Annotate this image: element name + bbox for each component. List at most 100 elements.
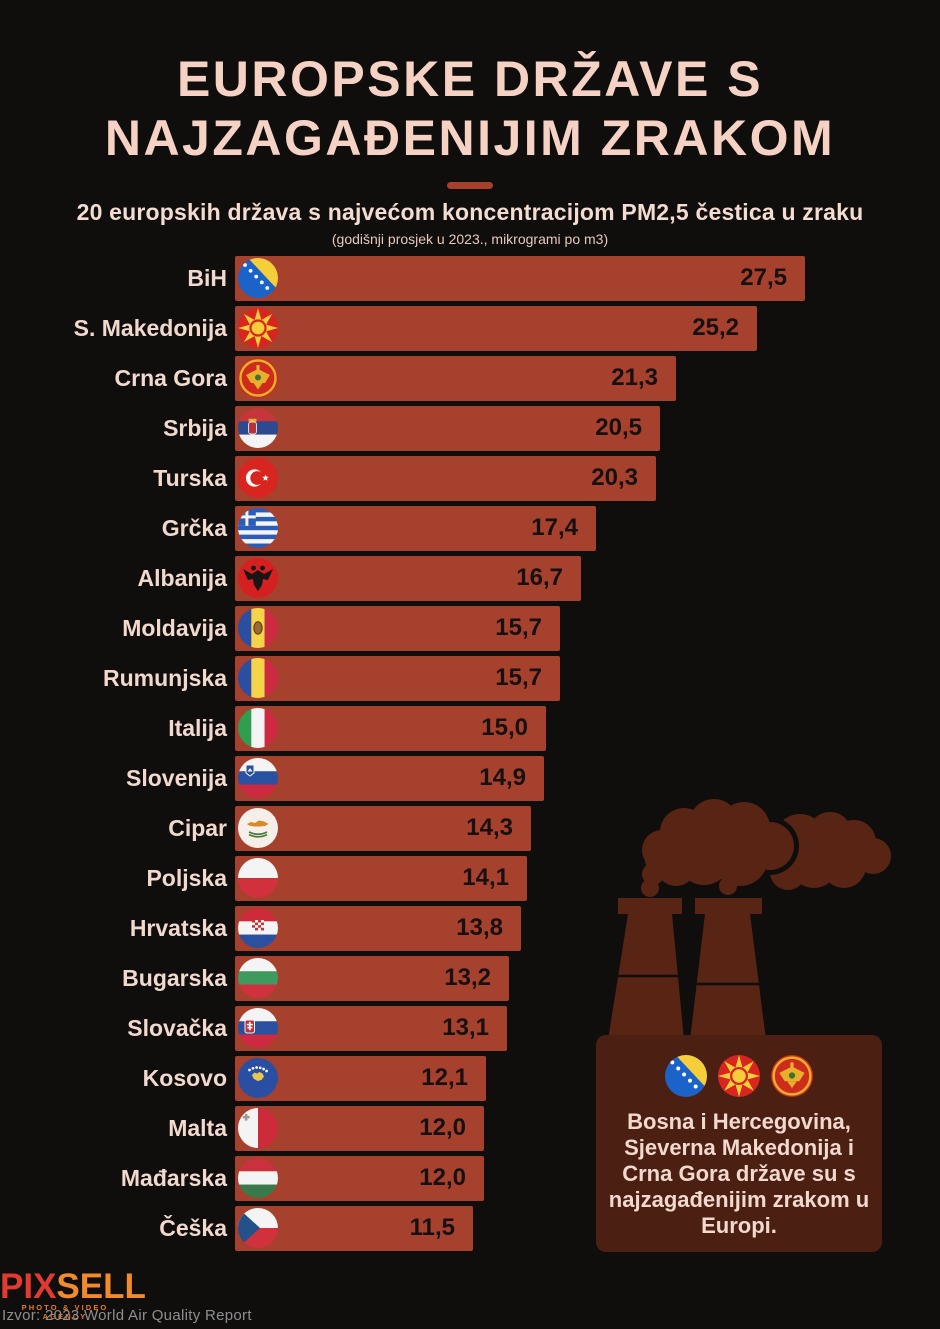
source-text: Izvor: 2023 World Air Quality Report	[2, 1307, 252, 1324]
bar-row: Cipar 14,3	[0, 803, 940, 853]
bar: 27,5	[235, 255, 805, 301]
bar: 25,2	[235, 305, 757, 351]
factory-smoke-illustration	[608, 794, 891, 1040]
svk-flag-icon	[238, 1008, 278, 1048]
country-label: Češka	[159, 1214, 227, 1241]
bar: 11,5	[235, 1205, 473, 1251]
bar-row: Grčka 17,4	[0, 503, 940, 553]
country-label: Malta	[168, 1114, 227, 1141]
bar-row: Slovenija 14,9	[0, 753, 940, 803]
value-label: 25,2	[692, 314, 739, 341]
chart-subnote: (godišnji prosjek u 2023., mikrogrami po…	[331, 231, 609, 247]
value-label: 14,1	[462, 864, 509, 891]
country-label: Srbija	[163, 414, 227, 441]
value-label: 12,0	[419, 1114, 466, 1141]
rou-flag-icon	[238, 658, 278, 698]
logo-sell-text: SELL	[56, 1267, 146, 1306]
bar-row: Hrvatska 13,8	[0, 903, 940, 953]
country-label: S. Makedonija	[73, 314, 227, 341]
bar-row: Crna Gora 21,3	[0, 353, 940, 403]
bar-row: Kosovo 12,1	[0, 1053, 940, 1103]
country-label: Poljska	[146, 864, 227, 891]
title-divider	[447, 182, 493, 189]
bar: 13,2	[235, 955, 509, 1001]
bar-row: Bugarska 13,2	[0, 953, 940, 1003]
header: EUROPSKE DRŽAVE S NAJZAGAĐENIJIM ZRAKOM …	[0, 50, 940, 247]
bgr-flag-icon	[238, 958, 278, 998]
kos-flag-icon	[238, 1058, 278, 1098]
value-label: 13,8	[456, 914, 503, 941]
bar: 13,1	[235, 1005, 507, 1051]
value-label: 12,1	[421, 1064, 468, 1091]
country-label: Cipar	[168, 814, 227, 841]
hun-flag-icon	[238, 1158, 278, 1198]
bar-row: Mađarska 12,0	[0, 1153, 940, 1203]
value-label: 17,4	[531, 514, 578, 541]
country-label: Grčka	[161, 514, 227, 541]
hrv-flag-icon	[238, 908, 278, 948]
value-label: 15,7	[495, 614, 542, 641]
callout-box: Bosna i Hercegovina, Sjeverna Makedonija…	[596, 1035, 882, 1252]
bar-row: Albanija 16,7	[0, 553, 940, 603]
bar: 16,7	[235, 555, 581, 601]
mda-flag-icon	[238, 608, 278, 648]
value-label: 13,2	[444, 964, 491, 991]
mlt-flag-icon	[238, 1108, 278, 1148]
value-label: 14,3	[466, 814, 513, 841]
srb-flag-icon	[238, 408, 278, 448]
country-label: Mađarska	[120, 1164, 227, 1191]
value-label: 20,3	[591, 464, 638, 491]
value-label: 15,7	[495, 664, 542, 691]
bar: 15,7	[235, 605, 560, 651]
country-label: Slovenija	[126, 764, 227, 791]
country-label: Bugarska	[122, 964, 227, 991]
value-label: 14,9	[479, 764, 526, 791]
bar-row: Češka 11,5	[0, 1203, 940, 1253]
bar: 21,3	[235, 355, 676, 401]
value-label: 15,0	[481, 714, 528, 741]
country-label: Kosovo	[142, 1064, 227, 1091]
country-label: Crna Gora	[114, 364, 227, 391]
mne-flag-icon	[238, 358, 278, 398]
bih-flag-icon	[665, 1055, 707, 1097]
page-title-line2: NAJZAGAĐENIJIM ZRAKOM	[104, 110, 836, 166]
cze-flag-icon	[238, 1208, 278, 1248]
bih-flag-icon	[238, 258, 278, 298]
bar: 14,3	[235, 805, 531, 851]
bar: 17,4	[235, 505, 596, 551]
tur-flag-icon	[238, 458, 278, 498]
bar-row: Rumunjska 15,7	[0, 653, 940, 703]
value-label: 13,1	[442, 1014, 489, 1041]
bar-chart: BiH 27,5 S. Makedonija 25,2 Crna Gora 21,3 Srb…	[0, 253, 940, 1253]
grc-flag-icon	[238, 508, 278, 548]
country-label: Moldavija	[122, 614, 227, 641]
logo-pix-text: PIX	[0, 1267, 57, 1306]
chart-subtitle: 20 europskih država s najvećom koncentra…	[76, 199, 864, 225]
bar-row: Moldavija 15,7	[0, 603, 940, 653]
bar: 12,1	[235, 1055, 486, 1101]
bar-row: BiH 27,5	[0, 253, 940, 303]
bar: 15,0	[235, 705, 546, 751]
country-label: Italija	[168, 714, 227, 741]
pixsell-logo-tagline: PHOTO & VIDEO AGENCY	[21, 1303, 109, 1321]
country-label: BiH	[187, 264, 227, 291]
mne-flag-icon	[771, 1055, 813, 1097]
bar: 14,1	[235, 855, 527, 901]
bar-row: Slovačka 13,1	[0, 1003, 940, 1053]
cyp-flag-icon	[238, 808, 278, 848]
country-label: Turska	[153, 464, 227, 491]
bar-row: Poljska 14,1	[0, 853, 940, 903]
bar-row: Italija 15,0	[0, 703, 940, 753]
bar-row: Malta 12,0	[0, 1103, 940, 1153]
bar-row: Turska 20,3	[0, 453, 940, 503]
bar-row: S. Makedonija 25,2	[0, 303, 940, 353]
pixsell-logo-text: PIXSELL	[0, 1269, 146, 1304]
callout-text: Bosna i Hercegovina, Sjeverna Makedonija…	[608, 1109, 870, 1238]
bar: 20,5	[235, 405, 660, 451]
country-label: Hrvatska	[129, 914, 227, 941]
bar: 20,3	[235, 455, 656, 501]
country-label: Rumunjska	[103, 664, 227, 691]
alb-flag-icon	[238, 558, 278, 598]
mkd-flag-icon	[718, 1055, 760, 1097]
